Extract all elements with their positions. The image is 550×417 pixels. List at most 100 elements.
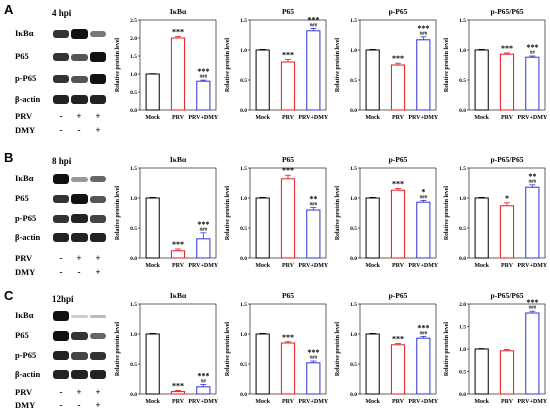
significance-label: ### xyxy=(310,203,318,208)
y-tick-label: 1.5 xyxy=(130,54,137,60)
y-tick-label: 1.5 xyxy=(350,18,357,24)
bar xyxy=(306,209,321,259)
bar xyxy=(390,344,406,395)
band xyxy=(53,351,69,360)
bar xyxy=(280,342,296,395)
bar xyxy=(196,80,211,111)
bar xyxy=(145,333,160,395)
y-tick-label: 1.0 xyxy=(240,48,247,54)
bar xyxy=(416,337,431,395)
bar xyxy=(170,250,186,259)
x-tick-label: PRV+DMY xyxy=(408,115,439,121)
band xyxy=(71,370,88,379)
significance-label: * xyxy=(421,187,425,196)
significance-label: *** xyxy=(392,335,404,344)
x-tick-label: PRV xyxy=(392,115,405,121)
x-tick-label: PRV+DMY xyxy=(517,399,548,405)
y-tick-label: 0.0 xyxy=(130,256,137,262)
x-tick-label: Mock xyxy=(145,115,160,121)
band xyxy=(90,196,106,203)
y-tick-label: 0.5 xyxy=(240,78,247,84)
x-tick-label: PRV xyxy=(501,115,514,121)
band-row-ikba xyxy=(52,29,108,39)
band-row-p65 xyxy=(52,194,108,204)
treatment-label: PRV xyxy=(15,111,33,121)
significance-label: *** xyxy=(417,24,429,33)
significance-label: ## xyxy=(201,379,207,384)
band xyxy=(90,233,106,242)
bar xyxy=(365,49,380,111)
bar xyxy=(365,197,380,259)
treatment-sign: - xyxy=(59,253,63,263)
band xyxy=(90,176,106,182)
y-tick-label: 0.5 xyxy=(459,78,466,84)
chart-title: p-P65 xyxy=(389,155,408,164)
band xyxy=(90,31,106,37)
y-tick-label: 1.0 xyxy=(459,196,466,202)
panel-letter: C xyxy=(4,288,14,303)
x-tick-label: Mock xyxy=(365,399,380,405)
x-tick-label: PRV+DMY xyxy=(298,263,329,269)
treatment-sign: - xyxy=(59,125,63,135)
protein-label: IκBα xyxy=(15,173,34,183)
band xyxy=(71,177,88,182)
bar xyxy=(196,386,211,395)
band xyxy=(71,95,88,104)
y-tick-label: 1.5 xyxy=(459,18,466,24)
y-tick-label: 1.0 xyxy=(130,196,137,202)
protein-label: β-actin xyxy=(15,94,41,104)
x-tick-label: PRV xyxy=(501,399,514,405)
x-tick-label: Mock xyxy=(474,399,489,405)
treatment-sign: + xyxy=(76,387,82,397)
significance-label: ### xyxy=(200,75,208,80)
band-row-actin xyxy=(52,95,108,105)
treatment-sign: + xyxy=(95,125,101,135)
bar xyxy=(255,333,270,395)
protein-label: p-P65 xyxy=(15,213,37,223)
y-tick-label: 1.5 xyxy=(459,325,466,331)
band xyxy=(53,53,69,61)
bar xyxy=(255,49,270,111)
significance-label: ### xyxy=(420,32,428,37)
band xyxy=(90,215,106,223)
bar-chart: p-P65 Relative protein level 0.0 0.5 1.0 1.5 M… xyxy=(332,290,440,412)
x-tick-label: Mock xyxy=(474,115,489,121)
y-tick-label: 1.0 xyxy=(240,196,247,202)
significance-label: *** xyxy=(392,179,404,188)
significance-label: *** xyxy=(282,51,294,60)
y-tick-label: 0.0 xyxy=(350,392,357,398)
treatment-sign: + xyxy=(95,111,101,121)
y-tick-label: 0.0 xyxy=(240,392,247,398)
protein-label: β-actin xyxy=(15,232,41,242)
protein-label: P65 xyxy=(15,51,29,61)
time-point-label: 4 hpi xyxy=(52,8,72,18)
bar-chart-svg: p-P65/P65 Relative protein level 0.0 0.5 1.0… xyxy=(444,291,548,405)
time-point-label: 8 hpi xyxy=(52,156,72,166)
x-tick-label: PRV+DMY xyxy=(517,263,548,269)
y-tick-label: 2.0 xyxy=(459,302,466,308)
y-tick-label: 0.5 xyxy=(350,226,357,232)
y-tick-label: 1.5 xyxy=(350,302,357,308)
band xyxy=(71,315,88,318)
band xyxy=(90,315,106,318)
y-tick-label: 1.5 xyxy=(350,166,357,172)
significance-label: *** xyxy=(526,43,538,52)
band xyxy=(53,331,69,341)
bar-chart-svg: IκBα Relative protein level 0.0 0.5 1.0 1.5 2.… xyxy=(115,7,219,121)
significance-label: ### xyxy=(420,331,428,336)
y-tick-label: 0.5 xyxy=(240,362,247,368)
y-tick-label: 1.0 xyxy=(350,332,357,338)
y-tick-label: 0.0 xyxy=(130,392,137,398)
bar xyxy=(255,197,270,259)
treatment-sign: + xyxy=(95,267,101,277)
x-tick-label: PRV+DMY xyxy=(188,263,219,269)
significance-label: ### xyxy=(200,228,208,233)
bar-chart: p-P65 Relative protein level 0.0 0.5 1.0 1.5 M… xyxy=(332,6,440,128)
band-row-ikba xyxy=(52,174,108,184)
y-axis-label: Relative protein level xyxy=(225,186,231,241)
band xyxy=(71,194,88,204)
protein-label: P65 xyxy=(15,330,29,340)
y-tick-label: 1.0 xyxy=(459,48,466,54)
significance-label: *** xyxy=(172,240,184,249)
bar xyxy=(416,201,431,259)
